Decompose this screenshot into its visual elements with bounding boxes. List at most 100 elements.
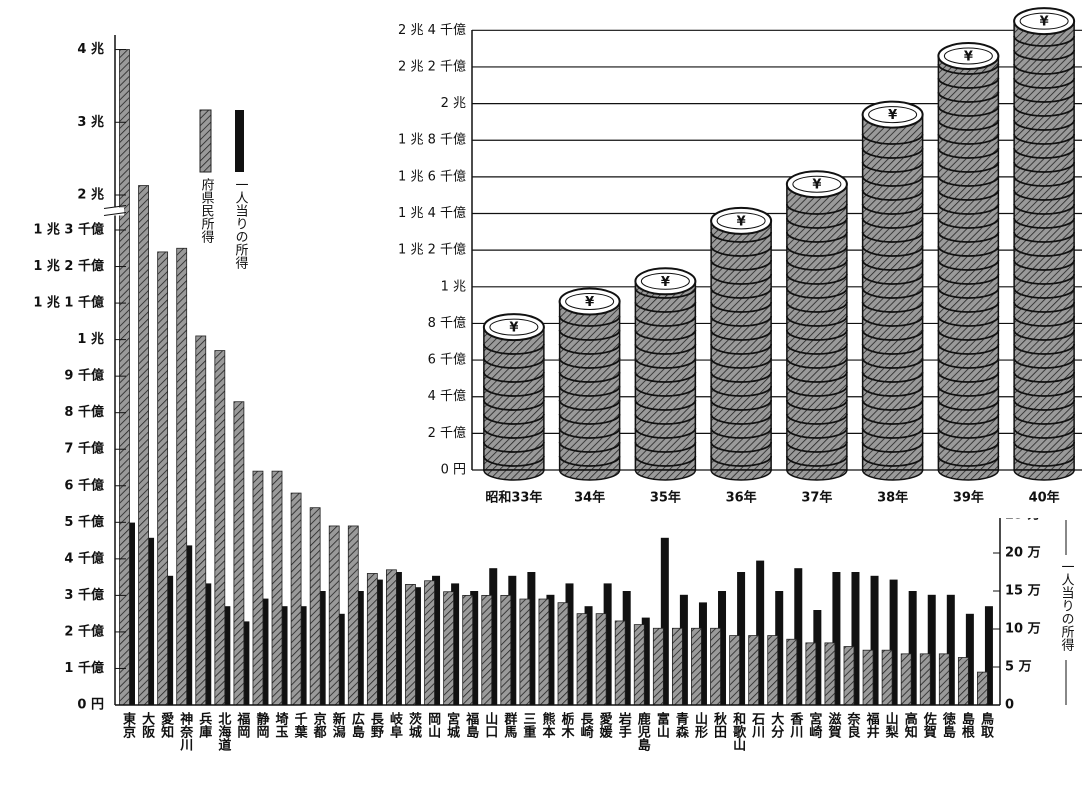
bar: [424, 580, 435, 706]
coin-edge: [937, 427, 1000, 439]
bar: [824, 642, 836, 706]
coin-edge: [861, 455, 924, 467]
coin-edge: [785, 287, 848, 299]
bar: [271, 470, 283, 706]
coin-edge: [1013, 301, 1076, 313]
y-tick-label: 9 千億: [64, 368, 104, 384]
coin-edge: [558, 469, 621, 481]
x-tick-label: 熊本: [539, 711, 555, 739]
bar: [157, 251, 169, 706]
coin-edge: [937, 301, 1000, 313]
coin-edge: [1013, 175, 1076, 187]
bar: [938, 653, 950, 706]
x-tick-label: 昭和33年: [485, 490, 542, 506]
coin-edge: [937, 161, 1000, 173]
y-tick-label: 2 千億: [64, 623, 104, 639]
coin-edge: [937, 385, 1000, 397]
axis-break: [103, 212, 127, 216]
y-tick-label: 2 千億: [428, 425, 466, 441]
x-tick-label: 青森: [673, 711, 689, 739]
x-tick-label: 徳島: [940, 711, 957, 739]
coin-edge: [710, 343, 773, 355]
coin-edge: [937, 119, 1000, 131]
coin-edge: [710, 245, 773, 257]
coin-stack: [937, 55, 1000, 471]
x-tick-label: 富山: [654, 711, 670, 739]
coin-edge: [861, 371, 924, 383]
x-tick-label: 新潟: [330, 711, 346, 739]
y-tick-label: 1 兆: [77, 331, 104, 347]
bar: [660, 537, 669, 705]
x-tick-label: 京都: [311, 711, 328, 739]
coin-edge: [710, 231, 773, 243]
bar: [595, 613, 607, 706]
coin-edge: [861, 441, 924, 453]
x-tick-label: 滋賀: [825, 711, 842, 739]
y-tick-label: 7 千億: [64, 441, 104, 457]
bar: [508, 575, 517, 705]
x-tick-label: 大阪: [139, 711, 155, 739]
bar: [184, 545, 193, 705]
coin-edge: [937, 147, 1000, 159]
coin-edge: [710, 357, 773, 369]
y-tick-label: 8 千億: [428, 315, 466, 331]
bar: [813, 610, 822, 705]
y-tick-label: 3 千億: [64, 587, 104, 603]
y-tick-label: 2 兆 2 千億: [398, 58, 466, 74]
bar: [412, 587, 421, 705]
coin-edge: [1013, 105, 1076, 117]
bar: [298, 606, 307, 705]
coin-face: [1019, 12, 1069, 30]
y-tick-label: 2 兆: [77, 187, 104, 203]
coin-edge: [1013, 329, 1076, 341]
y-tick-label: 1 兆 3 千億: [33, 222, 104, 238]
coin-edge: [634, 343, 697, 355]
coin-edge: [482, 343, 545, 355]
coin-edge: [634, 441, 697, 453]
y2-tick-label: 10 万: [1005, 622, 1041, 637]
bar: [462, 594, 474, 706]
coin-edge: [634, 371, 697, 383]
coin-edge: [1013, 147, 1076, 159]
coin-edge: [482, 455, 545, 467]
bar: [603, 583, 612, 705]
coin-edge: [558, 399, 621, 411]
x-tick-label: 北海道: [215, 712, 231, 752]
x-tick-label: 茨城: [406, 711, 422, 739]
coin-edge: [1013, 49, 1076, 61]
y-tick-label: 0 円: [441, 463, 466, 478]
bar: [309, 507, 321, 706]
bar: [652, 627, 664, 706]
x-tick-label: 34年: [574, 490, 605, 506]
coin-edge: [937, 273, 1000, 285]
coin-edge: [634, 329, 697, 341]
bar: [576, 613, 588, 706]
bar: [527, 572, 536, 705]
bar: [718, 591, 727, 705]
coin-edge: [1013, 315, 1076, 327]
coin-face: [565, 292, 615, 310]
coin-edge: [1013, 203, 1076, 215]
coin-edge: [558, 455, 621, 467]
coin-edge: [1013, 273, 1076, 285]
coin-face: [489, 318, 539, 336]
coin-edge: [785, 371, 848, 383]
coin-edge: [710, 413, 773, 425]
y-tick-label: 1 兆 4 千億: [398, 205, 466, 221]
coin-edge: [558, 413, 621, 425]
coin-edge: [1013, 231, 1076, 243]
coin-edge: [1013, 77, 1076, 89]
coin-edge: [634, 287, 697, 299]
coin-edge: [785, 455, 848, 467]
coin-edge: [482, 413, 545, 425]
bar: [710, 627, 721, 706]
coin-edge: [1013, 357, 1076, 369]
coin-edge: [1013, 161, 1076, 173]
coin-edge: [861, 259, 924, 271]
coin-edge: [937, 399, 1000, 411]
coin-edge: [710, 427, 773, 439]
coin-edge: [785, 245, 848, 257]
coin-edge: [937, 315, 1000, 327]
coin-edge: [634, 315, 697, 327]
